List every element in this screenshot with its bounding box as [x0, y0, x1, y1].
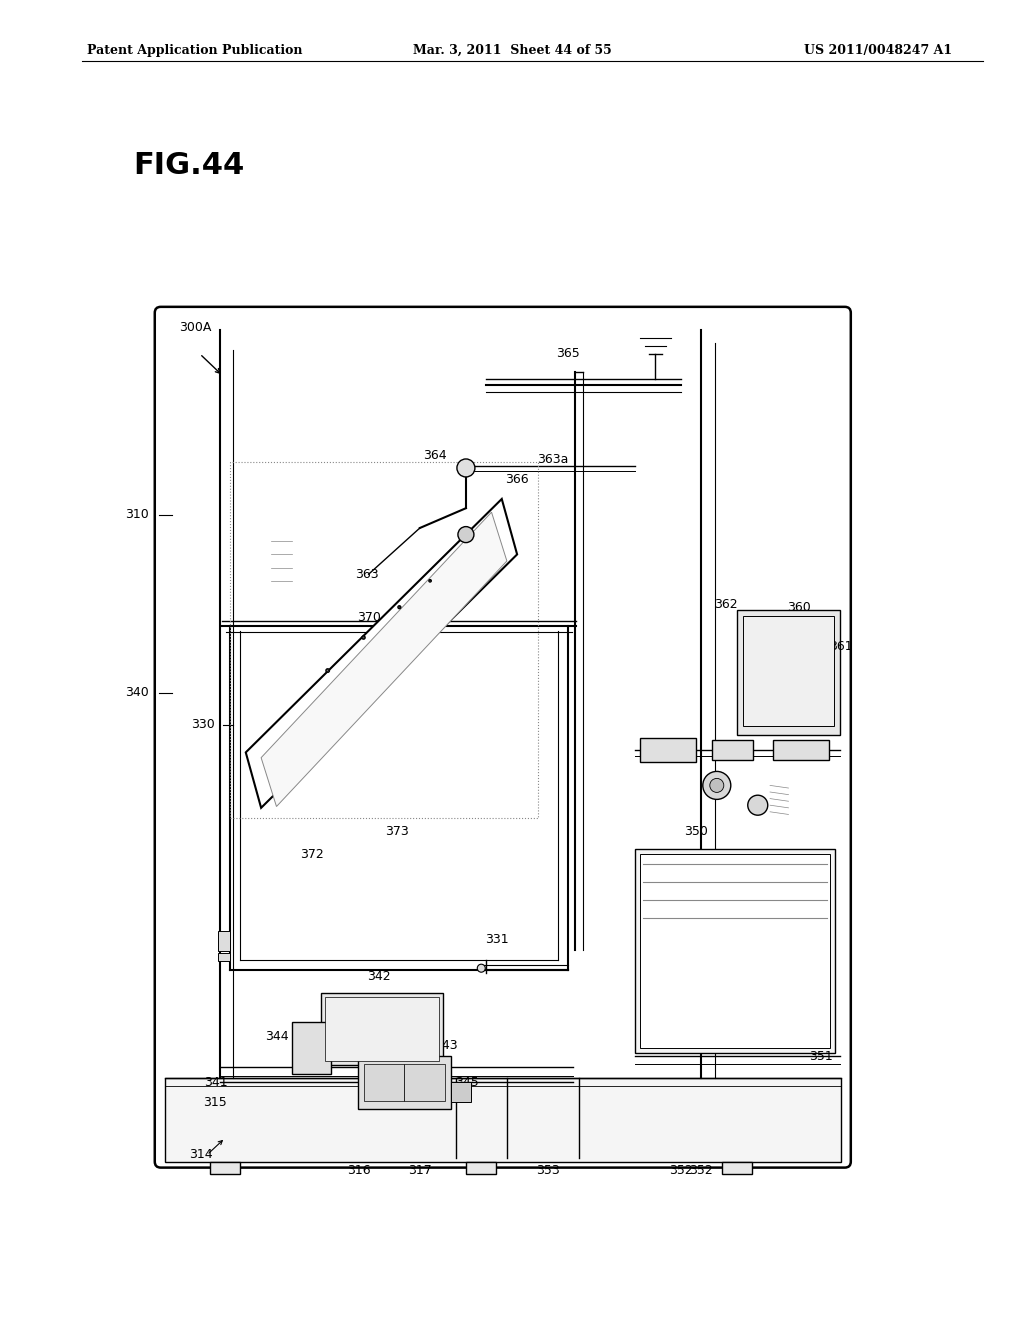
Text: FIG.44: FIG.44	[133, 150, 245, 180]
Circle shape	[361, 636, 366, 639]
Text: 363a: 363a	[538, 453, 568, 466]
Text: Mar. 3, 2011  Sheet 44 of 55: Mar. 3, 2011 Sheet 44 of 55	[413, 44, 611, 57]
Circle shape	[457, 459, 475, 477]
Bar	[218, 953, 230, 961]
Text: 362: 362	[714, 598, 737, 611]
Bar	[325, 997, 439, 1061]
Bar	[773, 739, 829, 760]
Text: 352: 352	[689, 1164, 714, 1177]
Circle shape	[477, 964, 485, 973]
Text: 340: 340	[125, 686, 148, 700]
Circle shape	[326, 669, 330, 672]
Bar	[404, 1064, 445, 1101]
Bar	[451, 1082, 471, 1102]
Text: 370: 370	[356, 611, 381, 624]
Text: 364: 364	[423, 449, 447, 462]
Polygon shape	[261, 512, 507, 807]
Bar	[635, 849, 835, 1053]
Circle shape	[398, 606, 400, 609]
Text: 344: 344	[264, 1030, 289, 1043]
Bar	[640, 738, 696, 762]
Text: 315: 315	[204, 1096, 227, 1109]
Text: 353: 353	[536, 1164, 560, 1177]
Circle shape	[710, 779, 724, 792]
Bar	[210, 1162, 241, 1173]
Bar	[292, 1022, 331, 1074]
FancyBboxPatch shape	[155, 306, 851, 1168]
Circle shape	[429, 579, 431, 582]
Bar	[218, 931, 230, 950]
Text: 314: 314	[189, 1148, 213, 1162]
Text: US 2011/0048247 A1: US 2011/0048247 A1	[804, 44, 952, 57]
Bar	[321, 993, 443, 1065]
Text: 373: 373	[385, 825, 410, 838]
Circle shape	[327, 669, 329, 672]
Circle shape	[458, 527, 474, 543]
Bar	[737, 610, 840, 735]
Bar	[722, 1162, 753, 1173]
Text: 351: 351	[809, 1049, 833, 1063]
Bar	[640, 854, 829, 1048]
Circle shape	[748, 795, 768, 816]
Text: 331: 331	[484, 933, 509, 946]
Bar	[466, 1162, 497, 1173]
Text: 363: 363	[355, 568, 379, 581]
Text: 317: 317	[408, 1164, 432, 1177]
Circle shape	[362, 636, 365, 639]
Text: 300A: 300A	[179, 321, 212, 334]
Text: 343: 343	[433, 1039, 458, 1052]
Polygon shape	[246, 499, 517, 808]
Text: 341: 341	[204, 1076, 227, 1089]
Text: 342: 342	[367, 970, 391, 983]
Text: 360: 360	[786, 601, 811, 614]
Text: 345: 345	[455, 1076, 479, 1089]
Text: 316: 316	[346, 1164, 371, 1177]
Text: 352: 352	[669, 1164, 693, 1177]
Text: 361: 361	[829, 640, 853, 653]
Text: Patent Application Publication: Patent Application Publication	[87, 44, 302, 57]
Text: 372: 372	[300, 847, 325, 861]
Circle shape	[702, 771, 731, 800]
Text: 371: 371	[290, 726, 314, 739]
Bar	[165, 1078, 841, 1162]
Bar	[364, 1064, 404, 1101]
Bar	[712, 739, 753, 760]
Text: 310: 310	[125, 508, 148, 521]
Text: 365: 365	[556, 347, 581, 360]
Bar	[358, 1056, 451, 1109]
Text: 330: 330	[191, 718, 215, 731]
Text: 350: 350	[684, 825, 709, 838]
Circle shape	[398, 606, 400, 609]
Bar	[743, 616, 834, 726]
Text: 366: 366	[505, 473, 529, 486]
